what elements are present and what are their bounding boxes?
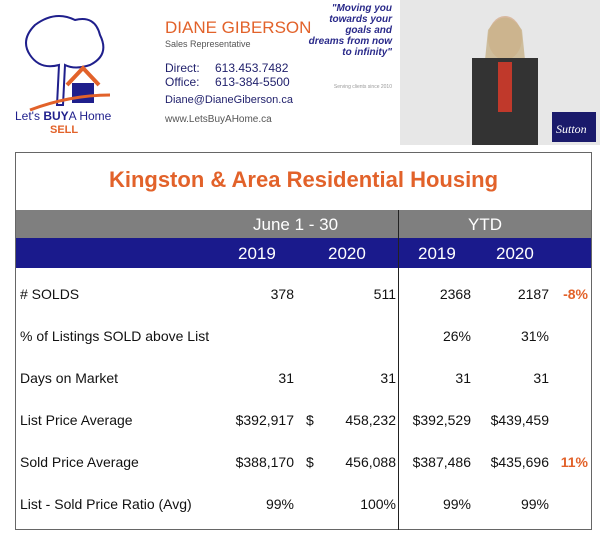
table-title: Kingston & Area Residential Housing (108, 167, 499, 192)
ytd-2020: $435,696 (490, 454, 549, 470)
agent-role: Sales Representative (165, 39, 251, 49)
june-2019: $388,170 (235, 454, 294, 470)
june-2020: 31 (380, 370, 396, 386)
table-row: # SOLDS 378 511 2368 2187 -8% (16, 286, 591, 306)
office-phone: Office: 613-384-5500 (165, 75, 290, 89)
header-june-2020: 2020 (328, 244, 366, 263)
header-ytd: YTD (468, 215, 502, 234)
agent-name: DIANE GIBERSON (165, 18, 312, 37)
column-divider (398, 210, 399, 530)
june-2020-dollar: $ (306, 412, 314, 428)
ytd-2019: 26% (442, 328, 471, 344)
june-2019: 99% (265, 496, 294, 512)
ytd-2019: $392,529 (412, 412, 471, 428)
serving-since: Serving clients since 2010 (333, 84, 392, 90)
june-2020: 458,232 (345, 412, 396, 428)
june-2020: 511 (373, 286, 396, 302)
direct-label: Direct: (165, 61, 200, 75)
header-june: June 1 - 30 (253, 215, 339, 234)
june-2020: 100% (360, 496, 396, 512)
office-label: Office: (165, 75, 200, 89)
office-number[interactable]: 613-384-5500 (215, 75, 290, 89)
direct-number[interactable]: 613.453.7482 (215, 61, 289, 75)
ytd-2019: 2368 (439, 286, 471, 302)
sutton-logo: Sutton (556, 122, 587, 136)
table-row: List - Sold Price Ratio (Avg) 99% 100% 99% 9… (16, 496, 591, 516)
direct-phone: Direct: 613.453.7482 (165, 61, 288, 75)
table-row: Sold Price Average $388,170 $456,088 $387,4… (16, 454, 591, 474)
svg-text:Let's BUYA Home: Let's BUYA Home (15, 109, 112, 123)
ytd-2019: $387,486 (412, 454, 471, 470)
june-2020: 456,088 (345, 454, 396, 470)
ytd-change: -8% (563, 286, 588, 302)
june-2019: 378 (270, 286, 294, 302)
header-june-2019: 2019 (238, 244, 276, 263)
header-ytd-2020: 2020 (496, 244, 534, 263)
table-row: Days on Market 31 31 31 31 (16, 370, 591, 390)
logo: Let's BUYA Home SELL (15, 10, 125, 136)
row-label: List - Sold Price Ratio (Avg) (20, 496, 192, 512)
row-label: List Price Average (20, 412, 133, 428)
ytd-2019: 99% (442, 496, 471, 512)
ytd-2020: 2187 (517, 286, 549, 302)
june-2020-dollar: $ (306, 454, 314, 470)
housing-stats-table: Kingston & Area Residential Housing June… (15, 152, 592, 530)
june-2019: 31 (278, 370, 294, 386)
header-ytd-2019: 2019 (418, 244, 456, 263)
row-label: Sold Price Average (20, 454, 139, 470)
ytd-2020: $439,459 (490, 412, 549, 428)
email-link[interactable]: Diane@DianeGiberson.ca (165, 94, 293, 106)
svg-text:SELL: SELL (50, 124, 78, 135)
quote: "Moving you towards your goals and dream… (308, 3, 392, 58)
row-label: # SOLDS (20, 286, 80, 302)
ytd-change: 11% (560, 454, 588, 470)
ytd-2020: 31% (520, 328, 549, 344)
year-header-row: 2019 2020 2019 2020 (16, 238, 591, 268)
row-label: Days on Market (20, 370, 119, 386)
ytd-2020: 31 (533, 370, 549, 386)
tree-house-logo-icon: Let's BUYA Home SELL (15, 15, 112, 136)
website-link[interactable]: www.LetsBuyAHome.ca (165, 114, 272, 125)
agent-photo: Sutton (392, 0, 600, 145)
june-2019: $392,917 (235, 412, 294, 428)
period-header-row: June 1 - 30 YTD (16, 210, 591, 238)
ytd-2019: 31 (455, 370, 471, 386)
table-row: List Price Average $392,917 $458,232 $392,5… (16, 412, 591, 432)
ytd-2020: 99% (520, 496, 549, 512)
table-row: % of Listings SOLD above List 26% 31% (16, 328, 591, 348)
row-label: % of Listings SOLD above List (20, 328, 210, 344)
